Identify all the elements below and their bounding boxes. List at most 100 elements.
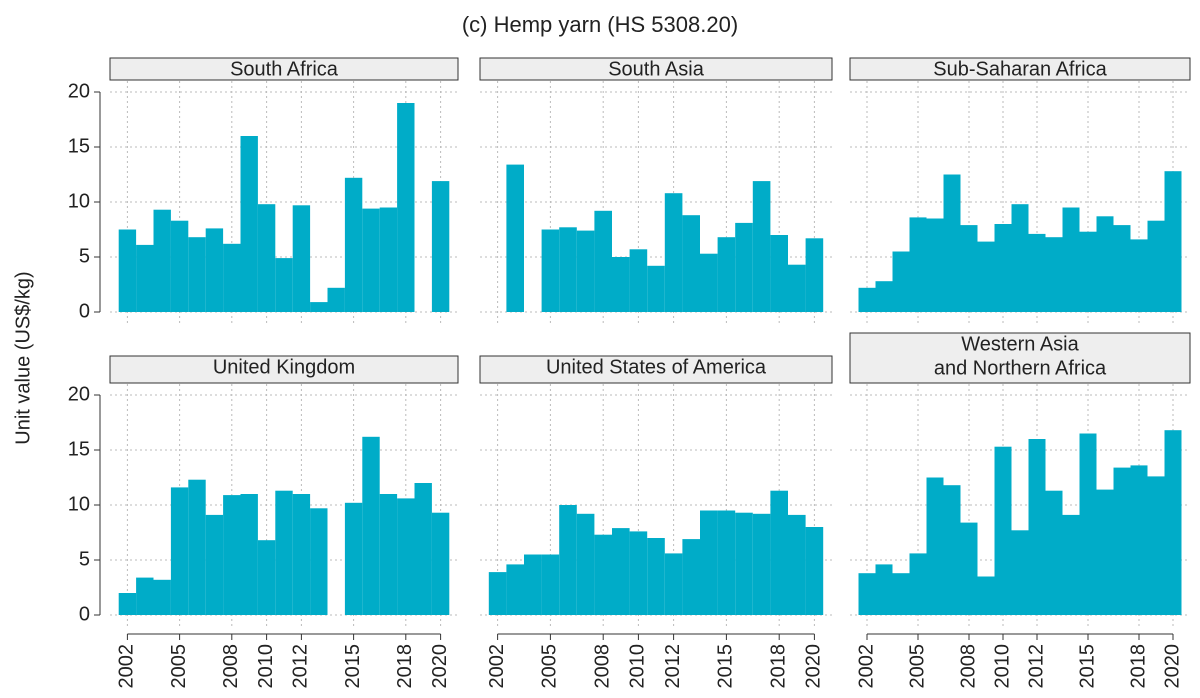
bar	[257, 204, 276, 312]
x-tick-label: 2015	[1076, 644, 1098, 689]
bar	[994, 224, 1012, 312]
bar	[223, 243, 241, 312]
panel: South Asia	[479, 57, 833, 323]
x-tick-label: 2005	[168, 644, 190, 689]
bar	[1096, 216, 1114, 312]
bar	[559, 227, 577, 312]
bar	[1028, 233, 1046, 312]
y-tick-label: 5	[79, 245, 90, 267]
bar	[735, 222, 753, 312]
panel: Sub-Saharan Africa	[849, 57, 1191, 323]
bar	[717, 237, 736, 312]
bar	[1028, 439, 1046, 615]
bar	[629, 531, 648, 615]
y-tick-label: 10	[68, 493, 90, 515]
strip	[849, 332, 1191, 384]
bar	[682, 539, 700, 615]
y-tick-label: 5	[79, 548, 90, 570]
bar	[292, 205, 311, 312]
x-tick-label: 2002	[855, 644, 877, 689]
bar	[926, 218, 944, 312]
bar	[1113, 467, 1131, 615]
x-tick-label: 2018	[1127, 644, 1149, 689]
bar	[1113, 225, 1131, 312]
bar	[170, 220, 189, 312]
bar	[788, 514, 806, 615]
bar	[1164, 171, 1182, 312]
x-tick-label: 2008	[591, 644, 613, 689]
bar	[153, 579, 171, 615]
bar	[379, 494, 398, 615]
bar	[892, 573, 910, 615]
bar	[344, 502, 363, 615]
bar	[414, 483, 432, 615]
bar	[362, 436, 380, 615]
y-tick-label: 20	[68, 80, 90, 102]
x-tick-label: 2012	[662, 644, 684, 689]
x-tick-label: 2002	[116, 644, 138, 689]
x-tick-label: 2005	[906, 644, 928, 689]
bar	[205, 514, 224, 615]
bar	[379, 207, 398, 312]
bar	[1045, 490, 1063, 615]
bar	[397, 498, 415, 615]
bar	[327, 287, 345, 312]
bar	[1045, 237, 1063, 312]
bar	[960, 225, 978, 312]
bar	[875, 281, 893, 312]
strip	[109, 57, 459, 81]
bar	[770, 490, 788, 615]
bar	[431, 181, 450, 312]
bar	[506, 164, 524, 312]
bar	[1062, 514, 1080, 615]
bar	[205, 228, 224, 312]
bar	[153, 209, 171, 312]
bar	[700, 253, 718, 312]
bar	[559, 505, 577, 615]
panel-title: South Africa	[230, 58, 339, 80]
bar	[994, 446, 1012, 615]
bar	[752, 181, 771, 312]
bar	[1011, 204, 1029, 312]
bar	[647, 265, 665, 312]
bar	[926, 477, 944, 615]
bar	[576, 513, 595, 615]
bar	[136, 577, 154, 615]
y-axis-label: Unit value (US$/kg)	[12, 271, 34, 444]
x-tick-label: 2020	[803, 644, 825, 689]
bar	[541, 554, 560, 615]
bar	[257, 540, 276, 615]
x-tick-label: 2018	[767, 644, 789, 689]
bar	[506, 564, 524, 615]
bar	[960, 522, 978, 615]
bar	[1011, 530, 1029, 615]
y-tick-label: 0	[79, 300, 90, 322]
bar	[858, 573, 876, 615]
bar	[576, 230, 595, 312]
panel-title: United States of America	[546, 356, 767, 378]
bar	[1079, 231, 1097, 312]
bar	[909, 217, 927, 312]
bar	[735, 512, 753, 615]
panel: United States of America 2002 2005 2008 2010…	[479, 355, 833, 689]
x-tick-label: 2020	[1161, 644, 1183, 689]
panel-title: and Northern Africa	[934, 357, 1107, 379]
bar	[943, 174, 961, 312]
bar	[892, 251, 910, 312]
bar	[594, 210, 612, 312]
x-tick-label: 2015	[342, 644, 364, 689]
y-tick-label: 20	[68, 383, 90, 405]
strip	[479, 57, 833, 81]
bar	[858, 287, 876, 312]
bar	[629, 249, 648, 312]
x-tick-label: 2010	[255, 644, 277, 689]
panel: South Africa 0 5 10 15 20	[68, 57, 459, 323]
panel-title: Western Asia	[961, 333, 1079, 355]
bar	[188, 237, 206, 312]
bar	[977, 241, 995, 312]
bar	[612, 257, 630, 312]
strip	[479, 355, 833, 384]
bar	[431, 512, 450, 615]
bar	[612, 528, 630, 615]
